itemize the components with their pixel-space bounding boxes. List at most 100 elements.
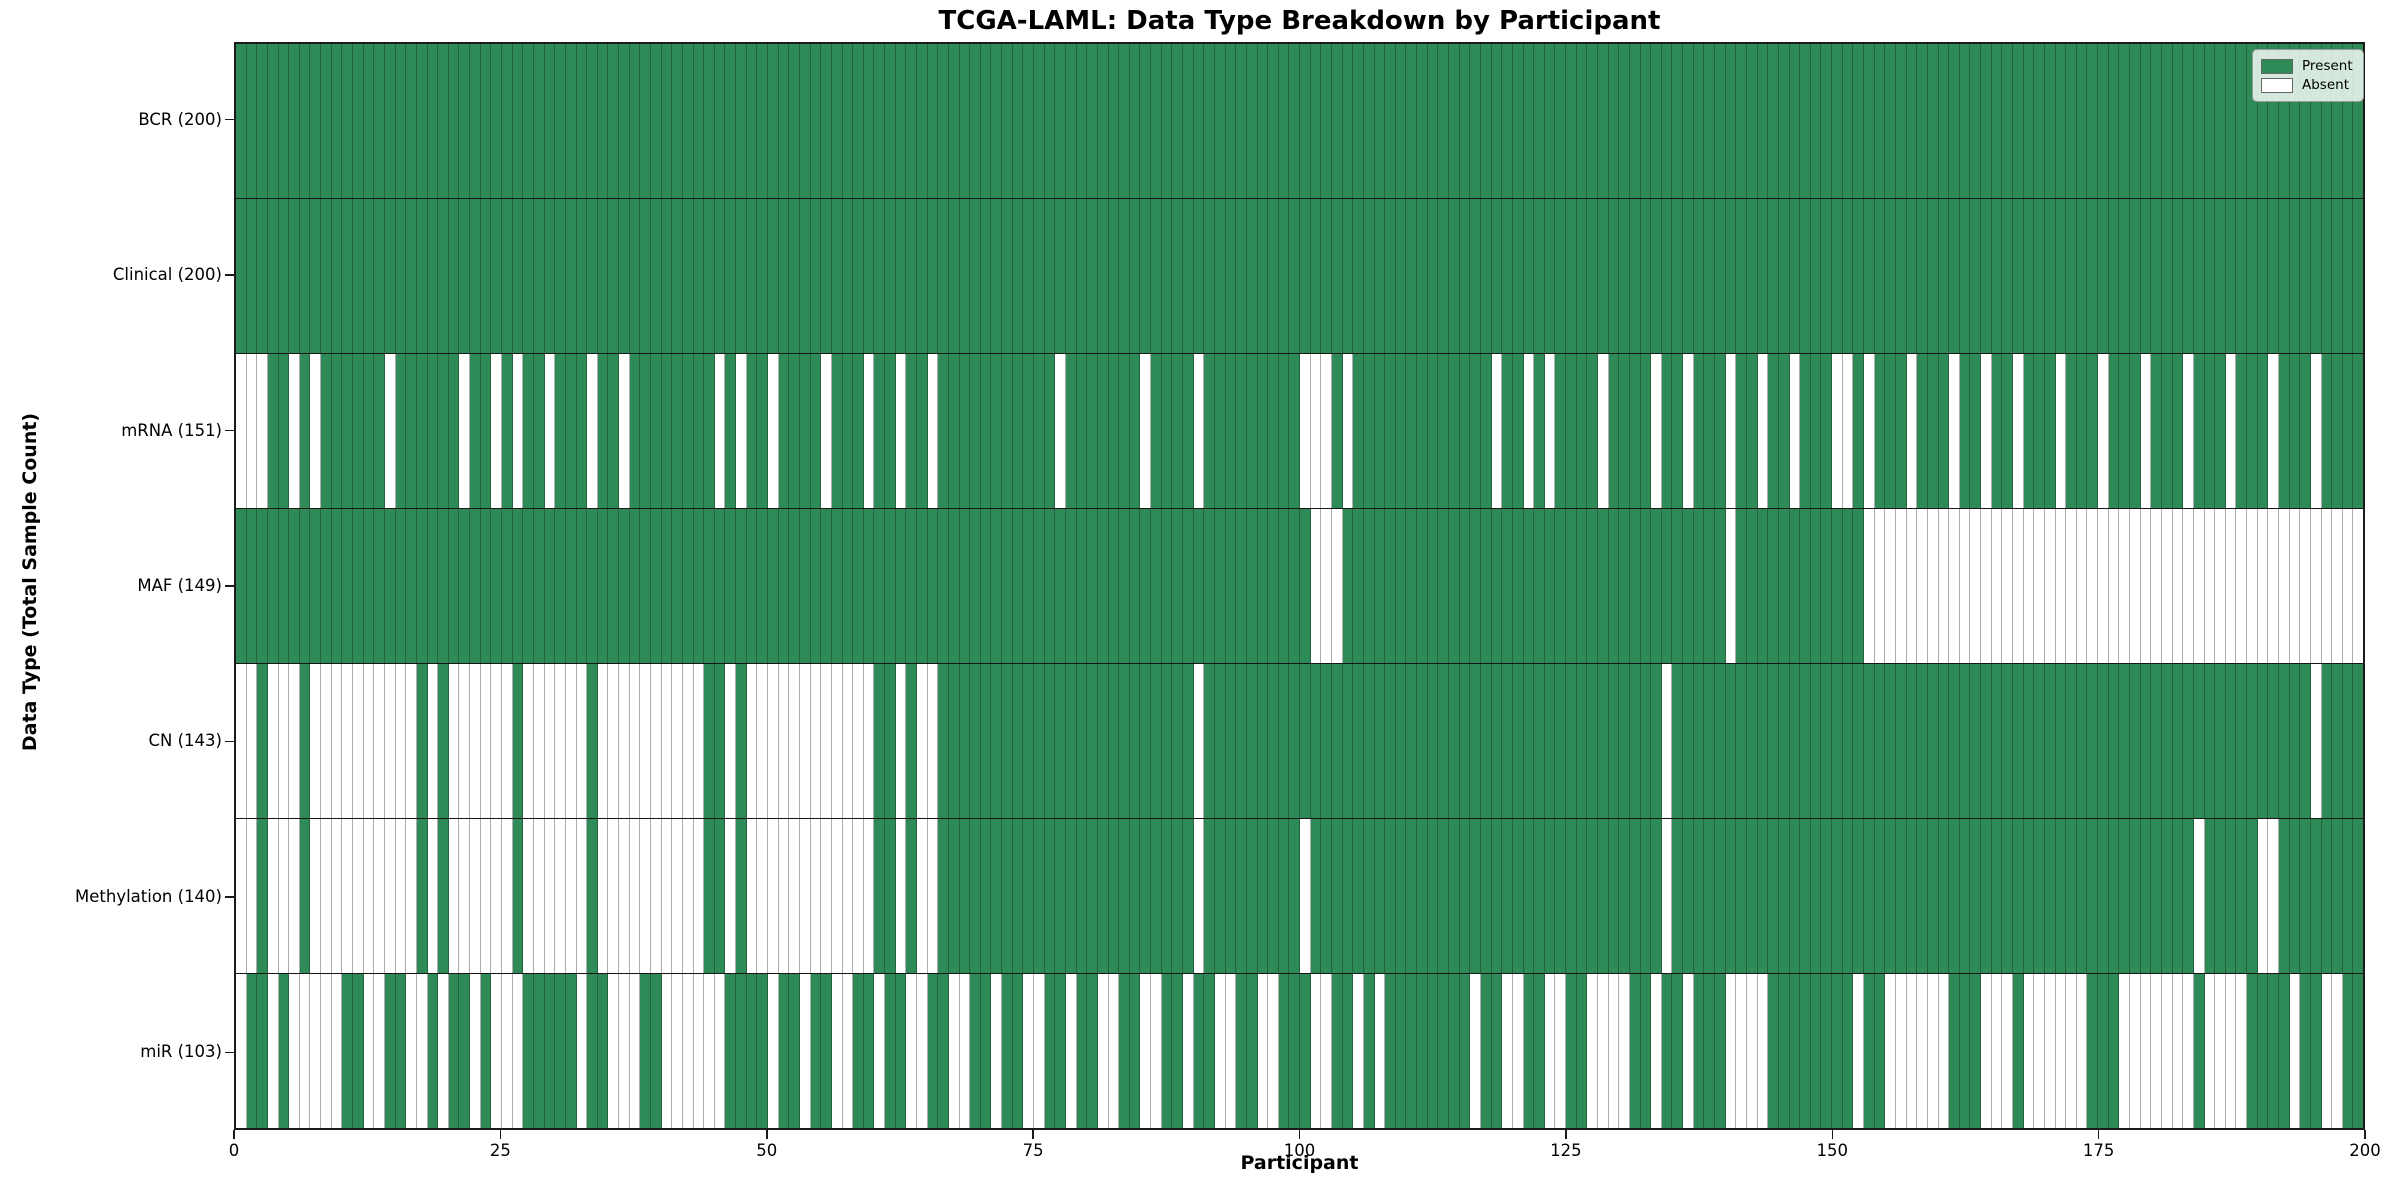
heatmap-cell xyxy=(661,819,673,973)
heatmap-cell xyxy=(1491,819,1503,973)
heatmap-cell xyxy=(1353,974,1364,1128)
heatmap-cell xyxy=(2087,974,2099,1128)
heatmap-cell xyxy=(927,354,939,508)
heatmap-cell xyxy=(1619,974,1630,1128)
heatmap-cell xyxy=(789,44,800,198)
heatmap-cell xyxy=(842,664,854,818)
heatmap-cell xyxy=(2119,974,2131,1128)
heatmap-cell xyxy=(757,44,769,198)
heatmap-cell xyxy=(1438,664,1450,818)
heatmap-cell xyxy=(597,509,609,663)
heatmap-cell xyxy=(2215,509,2226,663)
heatmap-cell xyxy=(1342,509,1354,663)
heatmap-cell xyxy=(1661,974,1673,1128)
heatmap-cell xyxy=(427,819,439,973)
heatmap-cell xyxy=(331,664,343,818)
y-tick-label-clinical: Clinical (200) xyxy=(112,265,222,285)
heatmap-cell xyxy=(384,819,396,973)
heatmap-cell xyxy=(576,974,588,1128)
heatmap-cell xyxy=(970,354,981,508)
heatmap-cell xyxy=(1693,664,1705,818)
heatmap-cell xyxy=(1438,44,1450,198)
heatmap-cell xyxy=(757,199,769,353)
heatmap-cell xyxy=(2215,664,2226,818)
heatmap-cell xyxy=(544,974,556,1128)
heatmap-cell xyxy=(1608,509,1620,663)
heatmap-cell xyxy=(714,199,726,353)
heatmap-cell xyxy=(1055,44,1066,198)
heatmap-cell xyxy=(704,819,715,973)
heatmap-cell xyxy=(1970,974,1982,1128)
heatmap-row-methylation xyxy=(236,819,2364,974)
heatmap-cell xyxy=(2321,664,2333,818)
heatmap-cell xyxy=(821,819,832,973)
heatmap-cell xyxy=(278,819,290,973)
heatmap-cell xyxy=(2108,664,2120,818)
heatmap-cell xyxy=(1544,199,1556,353)
heatmap-cell xyxy=(1917,974,1928,1128)
heatmap-cell xyxy=(459,199,471,353)
heatmap-cell xyxy=(544,44,556,198)
heatmap-cell xyxy=(1268,199,1279,353)
heatmap-cell xyxy=(2140,199,2152,353)
heatmap-cell xyxy=(1236,974,1247,1128)
heatmap-cell xyxy=(1257,354,1269,508)
heatmap-cell xyxy=(661,974,673,1128)
x-tick-mark xyxy=(233,1130,235,1139)
heatmap-cell xyxy=(257,974,268,1128)
heatmap-cell xyxy=(2055,819,2067,973)
heatmap-cell xyxy=(1927,44,1939,198)
heatmap-cell xyxy=(1459,509,1471,663)
heatmap-cell xyxy=(321,199,332,353)
heatmap-cell xyxy=(1544,354,1556,508)
x-tick-label: 200 xyxy=(2349,1141,2381,1160)
heatmap-cell xyxy=(831,819,843,973)
heatmap-cell xyxy=(831,509,843,663)
heatmap-cell xyxy=(959,44,971,198)
heatmap-cell xyxy=(597,819,609,973)
heatmap-cell xyxy=(980,44,992,198)
heatmap-cell xyxy=(1810,509,1822,663)
heatmap-cell xyxy=(1342,199,1354,353)
heatmap-cell xyxy=(853,509,864,663)
heatmap-cell xyxy=(768,354,779,508)
heatmap-cell xyxy=(342,354,354,508)
heatmap-cell xyxy=(1353,509,1364,663)
heatmap-cell xyxy=(1204,509,1215,663)
heatmap-cell xyxy=(1651,199,1662,353)
heatmap-cell xyxy=(1619,354,1630,508)
heatmap-cell xyxy=(1587,354,1598,508)
heatmap-cell xyxy=(1246,819,1258,973)
heatmap-cell xyxy=(778,354,790,508)
heatmap-cell xyxy=(1385,974,1396,1128)
heatmap-cell xyxy=(310,819,322,973)
heatmap-cell xyxy=(1140,664,1152,818)
heatmap-cell xyxy=(757,664,769,818)
heatmap-cell xyxy=(1246,199,1258,353)
heatmap-cell xyxy=(1544,509,1556,663)
heatmap-cell xyxy=(1129,509,1141,663)
heatmap-cell xyxy=(2204,819,2216,973)
x-tick-label: 125 xyxy=(1550,1141,1582,1160)
heatmap-cell xyxy=(714,664,726,818)
y-tick-mark xyxy=(225,274,234,276)
heatmap-cell xyxy=(1193,44,1205,198)
heatmap-cell xyxy=(1981,44,1992,198)
heatmap-cell xyxy=(289,44,300,198)
heatmap-cell xyxy=(1002,199,1013,353)
heatmap-cell xyxy=(1406,199,1418,353)
heatmap-cell xyxy=(1555,664,1567,818)
heatmap-cell xyxy=(1300,664,1311,818)
heatmap-cell xyxy=(374,354,385,508)
heatmap-cell xyxy=(1587,509,1598,663)
heatmap-cell xyxy=(448,819,460,973)
heatmap-cell xyxy=(2044,354,2056,508)
heatmap-cell xyxy=(2321,974,2333,1128)
heatmap-cell xyxy=(246,509,258,663)
heatmap-cell xyxy=(1278,509,1290,663)
heatmap-cell xyxy=(672,44,683,198)
heatmap-cell xyxy=(1587,819,1598,973)
heatmap-cell xyxy=(1693,819,1705,973)
heatmap-cell xyxy=(2012,664,2024,818)
heatmap-cell xyxy=(1119,509,1130,663)
